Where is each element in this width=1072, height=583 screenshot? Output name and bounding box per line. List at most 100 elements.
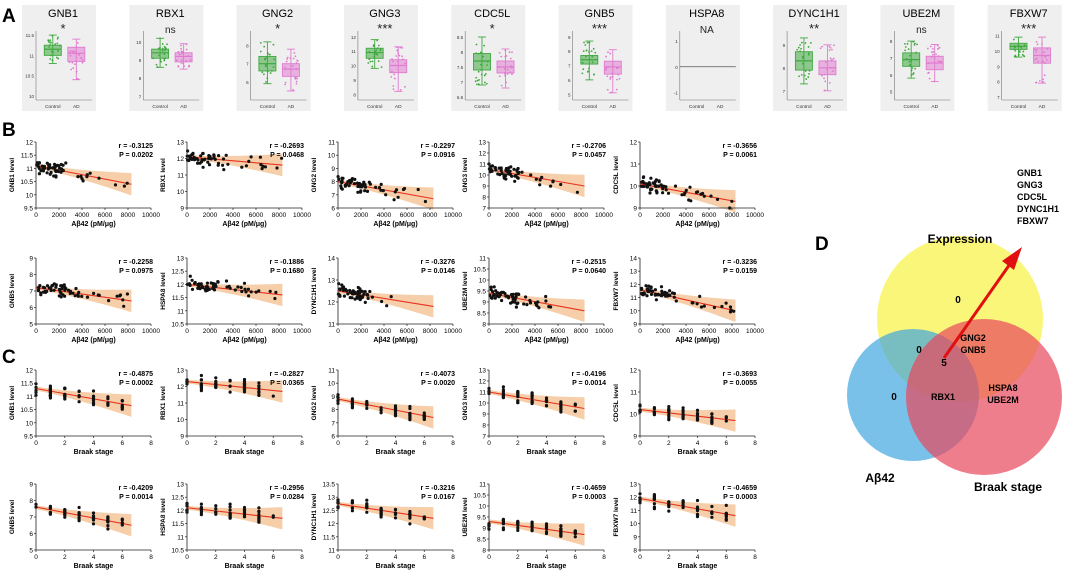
data-point — [113, 183, 118, 187]
data-point — [573, 529, 577, 533]
sample-point — [480, 73, 483, 76]
data-point — [559, 403, 563, 407]
data-point — [666, 191, 671, 195]
data-point — [73, 294, 77, 298]
x-tick-label: 8000 — [574, 212, 589, 219]
x-tick-label: 4 — [545, 440, 549, 447]
sample-point — [399, 89, 402, 91]
sample-point — [804, 42, 807, 44]
data-point — [91, 389, 96, 393]
sample-point — [261, 71, 264, 74]
scatter-cdc5l: 9 10 11 12 0 2 4 6 8 Braak stage CDC5L level r = -0… — [613, 368, 757, 457]
sample-point — [296, 59, 299, 62]
data-point — [209, 157, 213, 161]
data-point — [393, 511, 398, 515]
data-point — [77, 505, 81, 510]
sample-point — [376, 53, 379, 56]
data-point — [695, 412, 700, 416]
sample-point — [479, 51, 482, 54]
data-point — [559, 529, 563, 533]
x-tick-label: 6 — [271, 440, 275, 447]
x-tick-label: 4000 — [377, 212, 392, 219]
x-group-label: AD — [1039, 104, 1046, 110]
p-value: P = 0.0014 — [119, 494, 153, 501]
data-point — [48, 510, 53, 515]
sample-point — [1012, 38, 1015, 41]
sample-point — [509, 57, 512, 60]
data-point — [362, 180, 366, 184]
y-tick-label: 5 — [568, 92, 571, 97]
data-point — [217, 154, 221, 158]
data-point — [695, 418, 700, 422]
significance-label: *** — [377, 21, 392, 36]
y-tick-label: 12 — [177, 156, 185, 163]
sample-point — [508, 51, 511, 53]
scatter-gnb5: 5 6 7 8 9 0 2 4 6 8 Braak stage GNB5 level r = -0.42… — [9, 482, 153, 571]
sample-point — [605, 68, 608, 70]
x-tick-label: 0 — [185, 554, 189, 561]
data-point — [544, 398, 549, 402]
data-point — [664, 188, 668, 192]
sample-point — [185, 60, 188, 62]
sample-point — [583, 41, 585, 44]
data-point — [97, 176, 101, 180]
data-point — [651, 289, 655, 293]
data-point — [712, 305, 717, 310]
sample-point — [78, 53, 81, 56]
sample-point — [939, 61, 942, 63]
y-tick-label: 9 — [997, 64, 1000, 69]
y-axis-label: CDC5L level — [613, 384, 620, 422]
data-point — [228, 384, 232, 388]
sample-point — [590, 50, 593, 53]
x-tick-label: 6000 — [551, 212, 566, 219]
x-tick-label: 8000 — [423, 212, 438, 219]
y-tick-label: 8.5 — [477, 311, 486, 318]
sample-point — [618, 77, 621, 80]
regression-line — [488, 168, 585, 187]
data-point — [538, 183, 542, 187]
box-iqr — [281, 63, 300, 77]
scatter-hspa8: 10.5 11 11.5 12 12.5 13 0 2000 4000 6000 8000 10000… — [160, 256, 311, 345]
data-point — [59, 162, 63, 167]
data-point — [540, 175, 544, 179]
data-point — [350, 178, 354, 182]
x-tick-label: 4 — [243, 440, 247, 447]
data-point — [244, 164, 248, 168]
y-tick-label: 10 — [328, 153, 336, 160]
data-point — [125, 181, 129, 185]
y-tick-label: 12 — [351, 35, 357, 40]
data-point — [202, 158, 206, 162]
sample-point — [829, 57, 832, 60]
x-axis-label: Aβ42 (pM/μg) — [675, 221, 719, 228]
y-tick-label: 11 — [630, 390, 637, 397]
data-point — [242, 382, 247, 386]
boxplot-cdc5l: CDC5L* 6.5 7 7.5 8 8.5 Control AD — [451, 5, 526, 111]
y-tick-label: 11 — [177, 401, 184, 408]
data-point — [724, 517, 728, 521]
data-point — [340, 179, 344, 183]
venn-gene: UBE2M — [987, 395, 1019, 405]
data-point — [106, 397, 110, 401]
data-point — [85, 295, 90, 299]
correlation-r: r = -0.3216 — [421, 485, 456, 492]
data-point — [489, 169, 493, 173]
data-point — [649, 285, 653, 289]
data-point — [724, 301, 728, 305]
y-tick-label: 9 — [482, 412, 486, 419]
x-tick-label: 2 — [365, 440, 369, 447]
data-point — [247, 159, 251, 163]
scatter-rbx1: 9 10 11 12 13 0 2000 4000 6000 8000 10000 Aβ42 (pM/… — [160, 140, 311, 229]
y-tick-label: 8 — [331, 179, 335, 186]
sample-point — [47, 39, 50, 42]
x-axis-label: Aβ42 (pM/μg) — [71, 221, 115, 228]
sample-point — [1046, 47, 1049, 50]
x-tick-label: 6000 — [400, 212, 415, 219]
x-tick-label: 6000 — [551, 328, 566, 335]
data-point — [273, 296, 277, 301]
sample-point — [582, 68, 585, 71]
data-point — [199, 378, 203, 382]
sample-point — [797, 46, 800, 49]
data-point — [37, 288, 41, 292]
y-tick-label: 0 — [675, 65, 678, 70]
y-tick-label: 11 — [995, 34, 1000, 39]
